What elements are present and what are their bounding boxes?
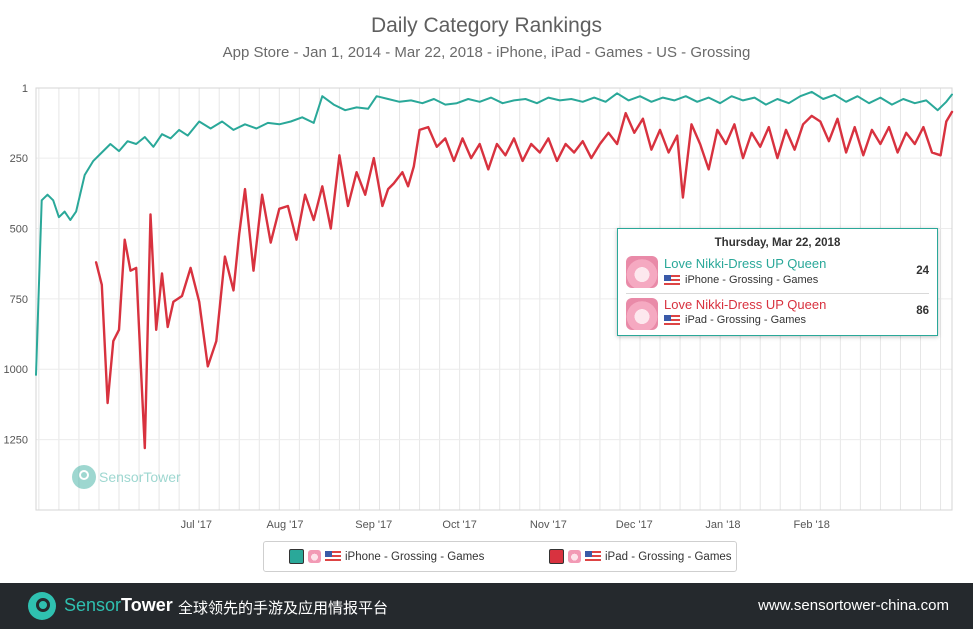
- app-icon: [568, 550, 581, 563]
- x-tick-label: Nov '17: [530, 519, 567, 531]
- legend-item-ipad[interactable]: iPad - Grossing - Games: [549, 549, 732, 564]
- footer-brand: SensorTower: [64, 595, 173, 615]
- x-tick-label: Feb '18: [794, 519, 830, 531]
- y-tick-label: 1: [22, 83, 28, 95]
- tooltip-series-label: iPhone - Grossing - Games: [664, 274, 818, 286]
- tooltip-rank-value: 24: [916, 265, 929, 277]
- series-line-iphone: [35, 90, 953, 376]
- tooltip-series-text: iPad - Grossing - Games: [685, 314, 807, 326]
- legend-item-iphone[interactable]: iPhone - Grossing - Games: [289, 549, 484, 564]
- sensortower-watermark: SensorTower: [72, 465, 181, 489]
- y-tick-label: 1000: [4, 364, 28, 376]
- chart-subtitle: App Store - Jan 1, 2014 - Mar 22, 2018 -…: [222, 44, 751, 61]
- hover-tooltip: Thursday, Mar 22, 2018 Love Nikki-Dress …: [617, 228, 938, 336]
- y-tick-label: 500: [10, 223, 28, 235]
- tooltip-app-name: Love Nikki-Dress UP Queen: [664, 297, 827, 312]
- y-tick-label: 750: [10, 294, 28, 306]
- x-tick-label: Jan '18: [705, 519, 740, 531]
- legend-label-ipad: iPad - Grossing - Games: [605, 550, 732, 563]
- tooltip-row-ipad: Love Nikki-Dress UP Queen iPad - Grossin…: [626, 293, 929, 332]
- us-flag-icon: [585, 551, 601, 562]
- legend-label-iphone: iPhone - Grossing - Games: [345, 550, 485, 563]
- x-tick-label: Sep '17: [355, 519, 392, 531]
- tooltip-app-name: Love Nikki-Dress UP Queen: [664, 256, 827, 271]
- y-tick-label: 1250: [4, 435, 28, 447]
- us-flag-icon: [325, 551, 341, 562]
- x-tick-label: Aug '17: [267, 519, 304, 531]
- tooltip-date: Thursday, Mar 22, 2018: [714, 237, 841, 249]
- footer-url[interactable]: www.sensortower-china.com: [758, 597, 949, 614]
- tooltip-row-iphone: Love Nikki-Dress UP Queen iPhone - Gross…: [626, 253, 929, 291]
- plot-border: [35, 87, 953, 511]
- footer-slogan: 全球领先的手游及应用情报平台: [178, 600, 389, 617]
- chart-title: Daily Category Rankings: [370, 14, 603, 37]
- us-flag-icon: [664, 274, 680, 286]
- tooltip-series-label: iPad - Grossing - Games: [664, 314, 806, 326]
- legend-swatch-ipad: [549, 549, 564, 564]
- sensortower-watermark-icon: [72, 465, 96, 489]
- x-tick-label: Jul '17: [181, 519, 212, 531]
- tooltip-rank-value: 86: [916, 305, 929, 317]
- sensortower-logo-icon: [28, 592, 56, 620]
- app-icon: [308, 550, 321, 563]
- us-flag-icon: [664, 314, 680, 326]
- legend-swatch-iphone: [289, 549, 304, 564]
- app-icon: [626, 256, 658, 288]
- footer-bar: SensorTower 全球领先的手游及应用情报平台 www.sensortow…: [0, 583, 973, 629]
- tooltip-series-text: iPhone - Grossing - Games: [685, 274, 819, 286]
- x-tick-label: Dec '17: [616, 519, 653, 531]
- app-icon: [626, 298, 658, 330]
- y-tick-label: 250: [10, 153, 28, 165]
- chart-legend: iPhone - Grossing - Games iPad - Grossin…: [263, 541, 737, 572]
- x-tick-label: Oct '17: [442, 519, 477, 531]
- series-line-ipad: [94, 110, 954, 450]
- watermark-text: SensorTower: [99, 469, 181, 485]
